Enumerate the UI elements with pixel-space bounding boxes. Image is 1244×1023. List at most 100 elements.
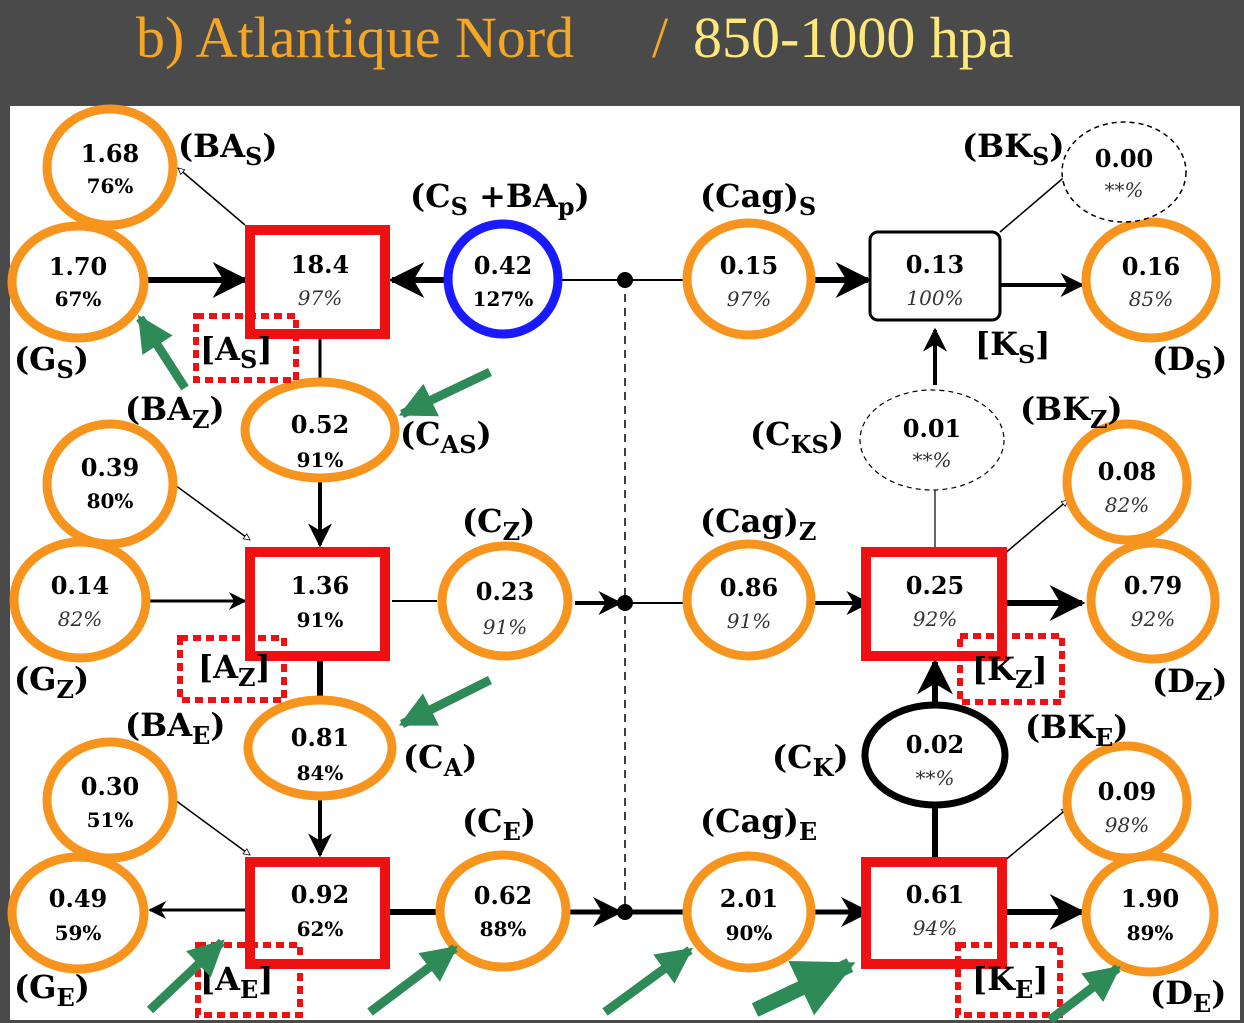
node-bk-e: 0.09 98% [1062, 741, 1192, 863]
arrow-bae-ae [174, 799, 250, 856]
label-c-a: (CA) [403, 738, 477, 782]
svg-text:76%: 76% [87, 174, 134, 198]
svg-text:0.39: 0.39 [81, 453, 139, 482]
title-bar: b) Atlantique Nord / 850-1000 hpa [0, 0, 1244, 96]
green-arrow [1047, 964, 1121, 1023]
label-cag-e: (Cag)E [700, 802, 817, 846]
node-cs-bap: 0.42 127% [443, 219, 563, 339]
node-c-k: 0.02 **% [861, 701, 1009, 809]
svg-text:0.13: 0.13 [906, 250, 964, 279]
svg-text:0.61: 0.61 [906, 880, 964, 909]
node-bk-z: 0.08 82% [1062, 419, 1192, 545]
svg-text:62%: 62% [297, 917, 344, 941]
label-d-s: (DS) [1152, 340, 1227, 384]
svg-text:2.01: 2.01 [720, 884, 778, 913]
svg-text:127%: 127% [473, 287, 534, 311]
label-bk-s: (BKS) [962, 127, 1064, 171]
svg-text:97%: 97% [298, 286, 342, 310]
label-a-z: [AZ] [198, 648, 271, 692]
svg-text:100%: 100% [906, 286, 963, 310]
node-g-e: 0.49 59% [7, 852, 149, 974]
svg-text:91%: 91% [297, 448, 344, 472]
node-d-e: 1.90 89% [1081, 851, 1219, 977]
label-bk-z: (BKZ) [1020, 390, 1123, 434]
svg-text:0.25: 0.25 [906, 571, 964, 600]
svg-text:90%: 90% [726, 921, 773, 945]
label-c-as: (CAS) [400, 415, 492, 459]
svg-text:0.42: 0.42 [474, 251, 532, 280]
label-d-e: (DE) [1150, 974, 1226, 1018]
label-c-k: (CK) [772, 738, 849, 782]
green-arrow [136, 314, 189, 391]
highlight-box-a-z [177, 635, 287, 703]
label-g-e: (GE) [14, 968, 90, 1012]
svg-text:**%: **% [912, 448, 951, 472]
svg-text:0.86: 0.86 [720, 573, 778, 602]
highlight-box-a-s [193, 313, 299, 383]
label-g-z: (GZ) [14, 660, 89, 704]
label-c-z: (CZ) [462, 502, 535, 546]
label-cs-bap: (CS +BAp) [410, 177, 590, 221]
arrow-kz-bkz [1002, 499, 1068, 556]
highlight-box-k-e [955, 942, 1063, 1018]
green-arrow [398, 367, 492, 419]
svg-text:88%: 88% [480, 917, 527, 941]
svg-text:0.00: 0.00 [1095, 144, 1153, 173]
svg-text:0.52: 0.52 [291, 410, 349, 439]
svg-text:0.81: 0.81 [291, 723, 349, 752]
svg-text:1.70: 1.70 [49, 252, 107, 281]
svg-text:0.30: 0.30 [81, 772, 139, 801]
svg-text:0.49: 0.49 [49, 884, 107, 913]
svg-text:0.92: 0.92 [291, 880, 349, 909]
title-level: 850-1000 hpa [693, 5, 1014, 70]
node-a-z: 1.36 91% [245, 547, 390, 661]
label-k-z: [KZ] [972, 650, 1048, 694]
svg-text:**%: **% [915, 766, 954, 790]
node-ba-z: 0.39 80% [42, 419, 178, 549]
label-a-s: [AS] [200, 330, 272, 374]
svg-text:18.4: 18.4 [291, 250, 349, 279]
arrow-as-bas [178, 167, 246, 226]
label-a-e: [AE] [200, 960, 273, 1004]
label-ba-e: (BAE) [125, 706, 225, 750]
svg-text:1.90: 1.90 [1121, 884, 1179, 913]
node-k-z: 0.25 92% [861, 547, 1007, 661]
label-cag-z: (Cag)Z [700, 502, 816, 546]
node-bk-s: 0.00 **% [1061, 121, 1187, 223]
svg-text:92%: 92% [1131, 607, 1175, 631]
svg-text:0.62: 0.62 [474, 881, 532, 910]
arrow-baz-az [174, 484, 250, 541]
title-region: b) Atlantique Nord [136, 5, 575, 70]
svg-text:89%: 89% [1127, 921, 1174, 945]
svg-text:91%: 91% [727, 609, 771, 633]
label-g-s: (GS) [14, 340, 89, 384]
svg-text:92%: 92% [913, 607, 957, 631]
green-arrow [398, 675, 493, 729]
svg-text:0.02: 0.02 [906, 730, 964, 759]
svg-text:51%: 51% [87, 808, 134, 832]
green-arrow [146, 938, 226, 1014]
node-g-z: 0.14 82% [9, 537, 151, 663]
svg-text:91%: 91% [297, 608, 344, 632]
svg-text:84%: 84% [297, 761, 344, 785]
label-ba-z: (BAZ) [125, 390, 225, 434]
node-k-s: 0.13 100% [868, 230, 1002, 322]
node-c-z: 0.23 91% [437, 541, 573, 661]
svg-text:80%: 80% [87, 489, 134, 513]
node-c-ks: 0.01 **% [859, 389, 1005, 491]
svg-text:82%: 82% [1105, 493, 1149, 517]
label-k-e: [KE] [972, 960, 1048, 1004]
highlight-box-a-e [195, 942, 303, 1018]
svg-text:91%: 91% [483, 615, 527, 639]
node-c-as: 0.52 91% [240, 377, 400, 483]
svg-text:0.16: 0.16 [1122, 252, 1180, 281]
node-c-a: 0.81 84% [243, 695, 397, 801]
svg-text:59%: 59% [55, 921, 102, 945]
node-c-e: 0.62 88% [435, 850, 571, 972]
node-a-e: 0.92 62% [245, 857, 390, 969]
svg-text:**%: **% [1104, 178, 1143, 202]
svg-text:97%: 97% [727, 287, 771, 311]
svg-text:85%: 85% [1129, 287, 1173, 311]
svg-text:82%: 82% [58, 607, 102, 631]
